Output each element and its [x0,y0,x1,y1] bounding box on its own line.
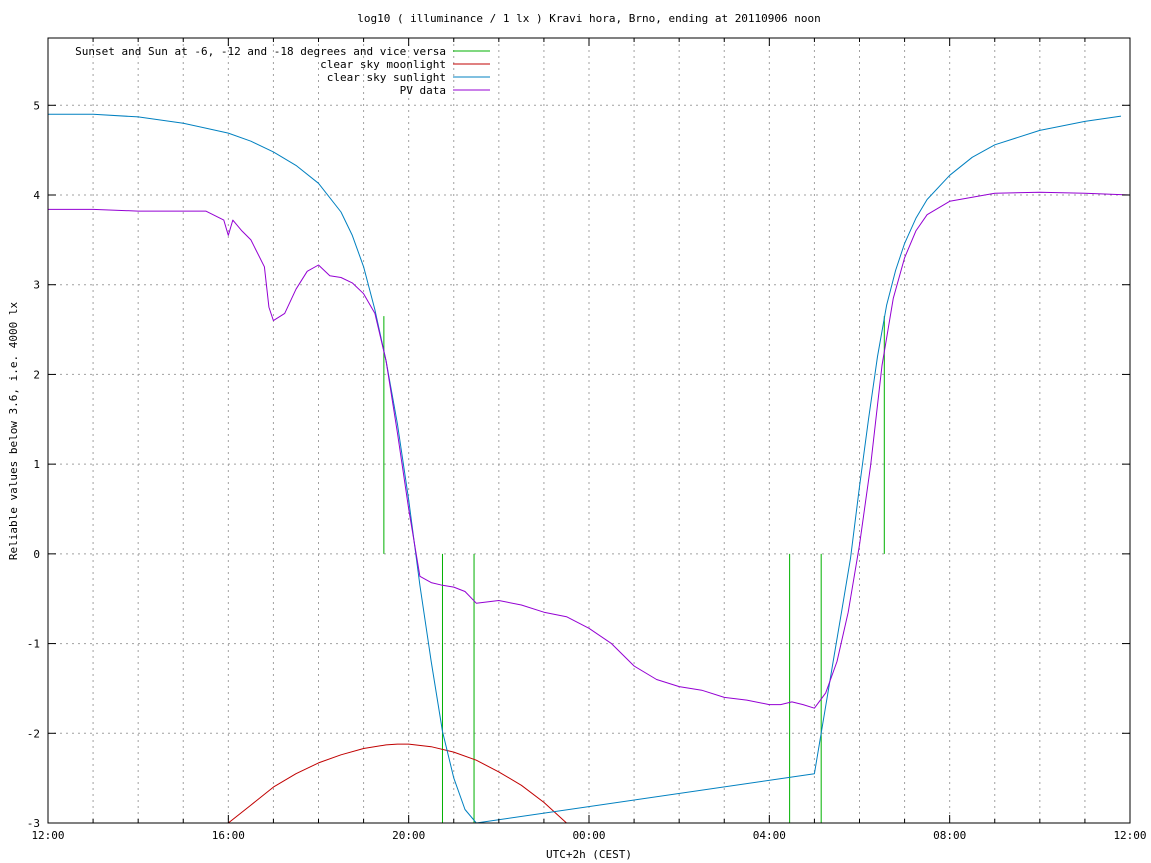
tick-layer: -3 -2 -1 0 1 2 3 4 5 12:00 16:00 20:00 00:00 04:00 08:… [27,38,1147,842]
chart-title: log10 ( illuminance / 1 lx ) Kravi hora,… [357,12,821,25]
legend-label: clear sky sunlight [327,71,446,84]
x-tick-label: 12:00 [31,829,64,842]
series-layer [48,113,1130,823]
y-tick-label: 2 [33,368,40,381]
y-axis-label: Reliable values below 3.6, i.e. 4000 lx [7,301,20,560]
x-tick-label: 00:00 [572,829,605,842]
y-tick-label: -2 [27,727,40,740]
clear-sky-moonlight-line [227,743,567,823]
y-tick-label: 4 [33,189,40,202]
x-tick-label: 20:00 [392,829,425,842]
x-axis-label: UTC+2h (CEST) [546,848,632,861]
x-tick-label: 08:00 [933,829,966,842]
y-tick-label: 5 [33,99,40,112]
x-tick-label: 04:00 [753,829,786,842]
clear-sky-sunlight-line [48,113,1122,823]
grid-layer [48,38,1130,823]
y-tick-label: 0 [33,548,40,561]
legend-label: clear sky moonlight [320,58,446,71]
x-tick-label: 16:00 [212,829,245,842]
y-tick-label: 1 [33,458,40,471]
legend-label: Sunset and Sun at -6, -12 and -18 degree… [75,45,446,58]
y-tick-label: -1 [27,638,40,651]
x-tick-label: 12:00 [1113,829,1146,842]
y-tick-label: -3 [27,817,40,830]
y-tick-label: 3 [33,279,40,292]
pv-data-line [48,191,1130,709]
legend: Sunset and Sun at -6, -12 and -18 degree… [75,45,490,97]
legend-label: PV data [400,84,446,97]
